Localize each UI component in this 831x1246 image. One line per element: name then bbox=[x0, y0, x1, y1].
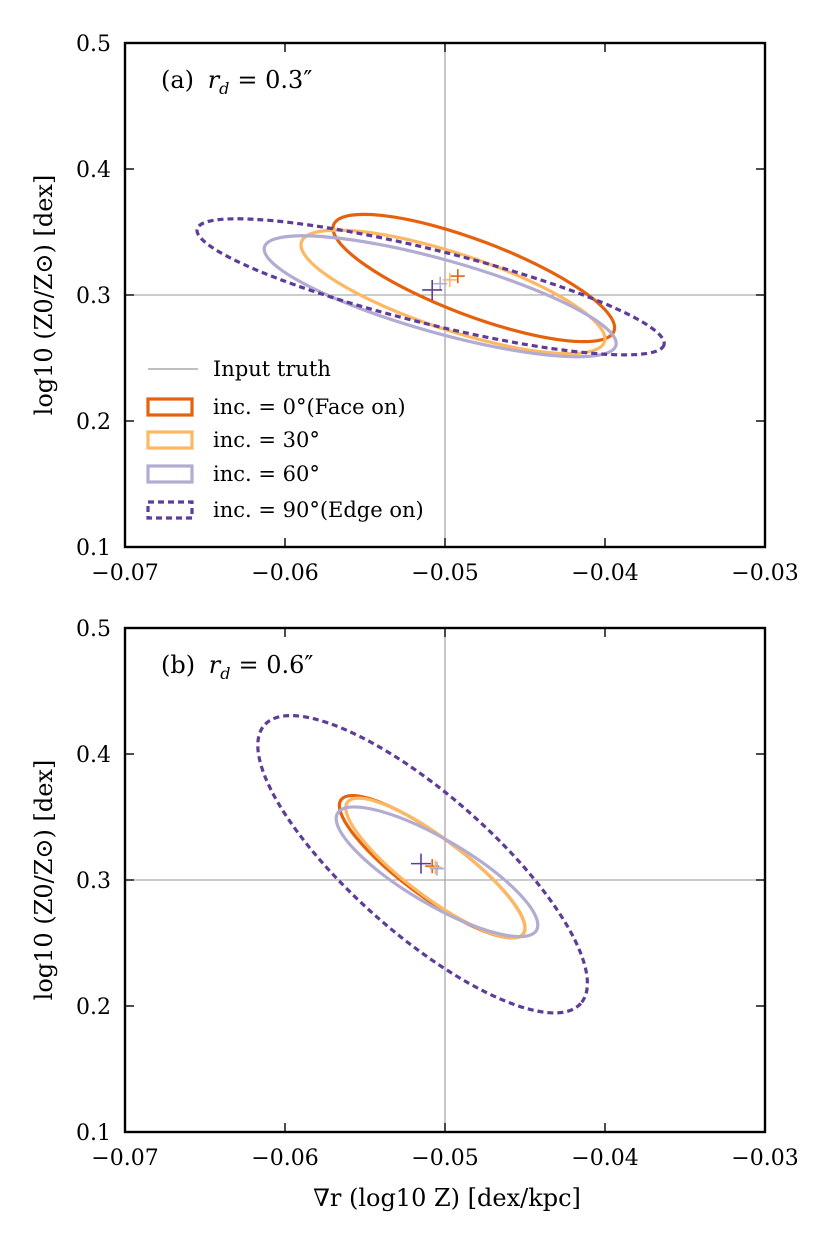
panel-a-xtick-label: −0.05 bbox=[411, 561, 478, 586]
panel-b-ytick-label: 0.3 bbox=[76, 869, 111, 894]
panel-b: −0.07 −0.06 −0.05 −0.04 −0.03 0.1 0.2 0.3 0.4 0.5… bbox=[30, 617, 799, 1212]
panel-a-center-face_on bbox=[450, 269, 465, 284]
panel-b-center-inc60 bbox=[430, 861, 444, 876]
panel-a-center-edge_on bbox=[422, 279, 443, 300]
panel-b-label: (b) rd = 0.6″ bbox=[161, 651, 313, 683]
panel-a-center-inc30 bbox=[442, 272, 457, 287]
legend: Input truth inc. = 0°(Face on) inc. = 30… bbox=[146, 357, 424, 522]
svg-text:(b) rd= 0.6″: (b) rd = 0.6″ bbox=[161, 651, 313, 683]
panel-b-ytick-label: 0.2 bbox=[76, 995, 111, 1020]
panel-b-xtick-label: −0.04 bbox=[571, 1146, 638, 1171]
panel-a-xtick-label: −0.07 bbox=[91, 561, 158, 586]
panel-a-contour-inc30 bbox=[299, 228, 607, 356]
panel-b-ytick-label: 0.1 bbox=[76, 1121, 111, 1146]
panel-a: −0.07 −0.06 −0.05 −0.04 −0.03 0.1 0.2 0.3 0.4 0.5… bbox=[30, 32, 799, 586]
legend-label-inc60: inc. = 60° bbox=[213, 462, 320, 486]
panel-b-contour-edge_on bbox=[256, 713, 589, 1015]
legend-label-face-on: inc. = 0°(Face on) bbox=[213, 395, 406, 419]
panel-a-ytick-label: 0.5 bbox=[76, 32, 111, 57]
panel-a-contour-inc60 bbox=[262, 234, 618, 359]
panel-b-xtick-label: −0.03 bbox=[731, 1146, 798, 1171]
panel-b-plot-area: −0.07 −0.06 −0.05 −0.04 −0.03 0.1 0.2 0.3 0.4 0.5 bbox=[76, 617, 799, 1171]
panel-a-xtick-label: −0.04 bbox=[571, 561, 638, 586]
panel-b-contour-inc60 bbox=[334, 805, 540, 939]
legend-label-edge-on: inc. = 90°(Edge on) bbox=[213, 498, 424, 522]
panel-a-label: (a) rd = 0.3″ bbox=[161, 66, 312, 98]
panel-a-ytick-label: 0.3 bbox=[76, 284, 111, 309]
svg-text:(a) rd= 0.3″: (a) rd = 0.3″ bbox=[161, 66, 312, 98]
panel-b-ylabel: log10 (Z0/Z⊙) [dex] bbox=[30, 760, 58, 1001]
panel-b-ytick-label: 0.5 bbox=[76, 617, 111, 642]
panel-a-ytick-label: 0.4 bbox=[76, 158, 111, 183]
panel-b-center-inc30 bbox=[428, 860, 443, 875]
legend-swatch-inc60 bbox=[146, 464, 194, 484]
panel-a-center-inc60 bbox=[433, 276, 448, 291]
legend-swatch-edge-on bbox=[146, 500, 194, 520]
legend-swatch-face-on bbox=[146, 397, 194, 417]
panel-a-plot-area: −0.07 −0.06 −0.05 −0.04 −0.03 0.1 0.2 0.3 0.4 0.5 bbox=[76, 32, 799, 586]
panel-a-xtick-label: −0.03 bbox=[731, 561, 798, 586]
legend-label-truth: Input truth bbox=[213, 357, 331, 381]
panel-a-ytick-label: 0.1 bbox=[76, 536, 111, 561]
panel-b-xtick-label: −0.07 bbox=[91, 1146, 158, 1171]
panel-b-ytick-label: 0.4 bbox=[76, 743, 111, 768]
panel-a-xtick-label: −0.06 bbox=[251, 561, 318, 586]
panel-a-ylabel: log10 (Z0/Z⊙) [dex] bbox=[30, 175, 58, 416]
panel-b-xtick-label: −0.05 bbox=[411, 1146, 478, 1171]
panel-a-contour-edge_on bbox=[195, 217, 666, 357]
legend-label-inc30: inc. = 30° bbox=[213, 428, 320, 452]
panel-b-center-edge_on bbox=[411, 853, 431, 874]
panel-b-xtick-label: −0.06 bbox=[251, 1146, 318, 1171]
panel-a-contour-face_on bbox=[331, 212, 617, 344]
legend-swatch-inc30 bbox=[146, 430, 194, 450]
panel-b-xlabel: ∇r (log10 Z) [dex/kpc] bbox=[313, 1184, 581, 1212]
panel-a-ytick-label: 0.2 bbox=[76, 410, 111, 435]
